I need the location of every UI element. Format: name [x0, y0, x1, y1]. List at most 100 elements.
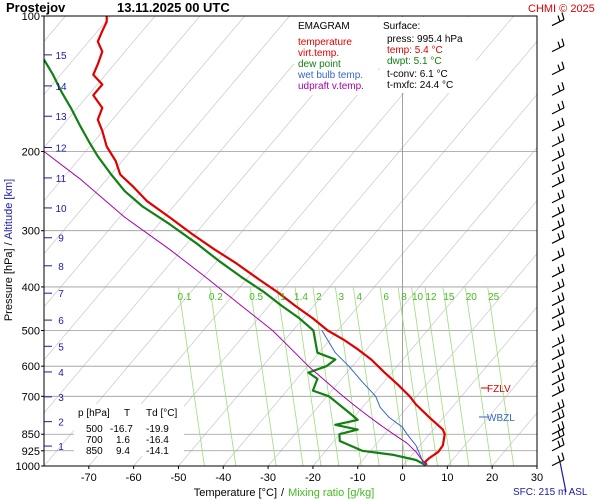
- wind-barb-flag: [557, 349, 561, 356]
- wind-barb-flag: [561, 359, 565, 367]
- temperature-tick-label: 20: [486, 472, 498, 484]
- wind-barb-staff: [551, 415, 565, 423]
- skew-guide-line: [267, 147, 537, 466]
- sfc-label: SFC: 215 m ASL: [513, 487, 588, 498]
- mixing-ratio-label: 1: [280, 292, 286, 303]
- wind-barb-staff: [551, 107, 565, 115]
- skew-guide-line: [44, 16, 335, 361]
- wbzl-label: WBZL: [487, 413, 515, 424]
- station-name: Prostejov: [6, 0, 66, 15]
- temperature-tick-label: -50: [171, 472, 187, 484]
- y-axis-label: Pressure [hPa] /Altitude [km]: [3, 179, 15, 321]
- mixing-ratio-label: 1.4: [294, 292, 308, 303]
- wind-barb-staff: [551, 180, 565, 188]
- wind-barb-staff: [551, 405, 565, 413]
- wind-barb-flag: [561, 189, 565, 197]
- wind-barb-flag: [557, 150, 561, 158]
- skew-guide-line: [312, 200, 537, 466]
- surface-dwpt: dwpt: 5.1 °C: [387, 56, 442, 67]
- temperature-tick-label: -20: [305, 472, 321, 484]
- wind-barb-flag: [557, 250, 561, 258]
- wind-barb-staff: [551, 224, 565, 232]
- wind-barb-flag: [557, 337, 561, 344]
- wind-barb-staff: [551, 285, 565, 293]
- wind-barb-flag: [557, 164, 561, 171]
- temperature-tick-label: -70: [81, 472, 97, 484]
- wind-barb-staff: [551, 378, 565, 386]
- table-cell: -16.7: [110, 424, 133, 435]
- skew-guide-line: [44, 16, 245, 255]
- plot-frame: [43, 15, 538, 467]
- fzlv-label: FZLV: [487, 384, 511, 395]
- table-cell: -14.1: [146, 446, 169, 457]
- xlabel-sep: /: [281, 487, 285, 499]
- temperature-tick-label: 0: [399, 472, 405, 484]
- mixing-ratio-label: 2: [316, 292, 322, 303]
- wind-barb-staff: [551, 434, 565, 442]
- ylabel-altitude: Altitude [km]: [3, 179, 15, 240]
- table-cell: 700: [86, 435, 103, 446]
- altitude-tick-label: 11: [56, 174, 67, 185]
- skew-guide-line: [0, 16, 21, 466]
- wind-barb-staff: [551, 459, 565, 467]
- surface-tmxfc: t-mxfc: 24.4 °C: [387, 80, 453, 91]
- wbzl-marker: WBZL: [479, 413, 515, 424]
- wind-barb-flag: [561, 263, 565, 272]
- wind-barb-staff: [551, 340, 565, 348]
- table-cell: 1.6: [116, 435, 130, 446]
- wind-barb-staff: [551, 299, 565, 307]
- temperature-tick-label: -60: [126, 472, 142, 484]
- temperature-tick-label: -10: [350, 472, 366, 484]
- wind-barb-staff: [551, 124, 565, 132]
- altitude-tick-label: 12: [55, 144, 67, 155]
- wind-barb-flag: [557, 440, 561, 447]
- wind-barb-flag: [557, 362, 561, 369]
- wind-barb-flag: [557, 412, 561, 419]
- wind-barb-flag: [557, 120, 561, 128]
- wind-barb-flag: [561, 82, 565, 90]
- skew-guide-line: [402, 306, 537, 466]
- mixing-ratio-label: 0.2: [209, 292, 223, 303]
- xlabel: Temperature [°C]: [194, 487, 277, 499]
- wind-barb-flag: [561, 217, 565, 225]
- series-line-temperature: [92, 16, 446, 466]
- altitude-tick-label: 3: [58, 393, 64, 404]
- skew-guide-line: [447, 359, 537, 466]
- table-header-td: Td [°C]: [146, 408, 177, 419]
- wind-barb-flag: [557, 308, 561, 315]
- altitude-tick-label: 1: [58, 442, 64, 453]
- temperature-ticks: -70 -60 -50 -40 -30 -20 -10 0 10 20 30: [81, 466, 543, 484]
- wind-barb-flag: [561, 247, 565, 255]
- surface-tconv: t-conv: 6.1 °C: [387, 69, 448, 80]
- wind-barb-staff: [551, 254, 565, 262]
- wind-barb-flag: [557, 266, 561, 274]
- ylabel-sep: /: [3, 241, 15, 245]
- wind-barb-flag: [557, 103, 561, 111]
- temperature-tick-label: -40: [215, 472, 231, 484]
- legend: EMAGRAM temperature virt.temp. dew point…: [294, 17, 378, 95]
- wind-barb-staff: [551, 323, 565, 332]
- altitude-tick-label: 8: [58, 262, 64, 273]
- pressure-tick-label: 400: [22, 282, 40, 294]
- mixing-ratio-line: [276, 286, 304, 466]
- skew-guide-line: [44, 16, 111, 96]
- table-cell: 500: [86, 424, 103, 435]
- wind-barb-staff: [551, 68, 565, 76]
- wind-barb-flag: [557, 176, 561, 184]
- mixing-ratio-line: [424, 286, 452, 466]
- pressure-tick-label: 850: [22, 429, 40, 441]
- altitude-tick-label: 5: [58, 342, 64, 353]
- mixing-ratio-line: [352, 286, 380, 466]
- xlabel-mixing: Mixing ratio [g/kg]: [288, 487, 374, 499]
- wind-barb-flag: [561, 117, 565, 126]
- mixing-ratio-label: 8: [401, 292, 407, 303]
- wind-barb-flag: [561, 100, 565, 109]
- temperature-tick-label: 30: [531, 472, 543, 484]
- wind-barb-staff: [551, 311, 565, 319]
- wind-barb-staff: [551, 389, 565, 397]
- surface-info: Surface: press: 995.4 hPa temp: 5.4 °C d…: [380, 17, 476, 93]
- mixing-ratio-label: 6: [383, 292, 389, 303]
- skew-guide-line: [44, 16, 156, 149]
